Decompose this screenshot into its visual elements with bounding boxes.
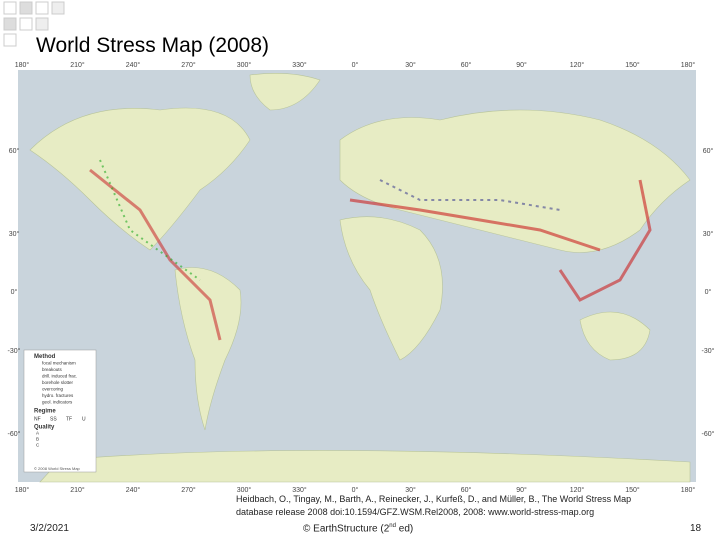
legend-copyright: © 2008 World Stress Map [34, 466, 81, 471]
legend-heading: Regime [34, 409, 56, 415]
legend-item: drill. induced frac. [42, 374, 77, 379]
lon-label: 90° [516, 486, 527, 494]
lat-label: 30° [9, 230, 20, 238]
legend-item: focal mechanism [42, 361, 76, 366]
lon-label: 270° [181, 486, 196, 494]
lon-label: 120° [570, 61, 585, 69]
footer-page: 18 [690, 523, 702, 534]
lon-label: 60° [461, 486, 472, 494]
legend-item: overcoring [42, 387, 64, 392]
lon-label: 210° [70, 61, 85, 69]
lat-label: -30° [8, 347, 21, 355]
legend-item: C [36, 443, 40, 448]
lon-label: 210° [70, 486, 85, 494]
lat-label: 60° [703, 147, 714, 155]
legend-item: B [36, 437, 39, 442]
lon-label: 30° [405, 486, 416, 494]
lat-label: 30° [703, 230, 714, 238]
legend-item: SS [50, 417, 57, 423]
lon-label: 300° [237, 486, 252, 494]
legend-item: borehole slotter [42, 380, 74, 385]
lon-label: 240° [126, 61, 141, 69]
lat-label: 0° [11, 288, 18, 296]
legend-item: breakouts [42, 367, 63, 372]
lon-label: 180° [681, 486, 696, 494]
lon-label: 330° [292, 486, 307, 494]
legend-heading: Method [34, 354, 56, 360]
footer-credit: © EarthStructure (2nd ed) [303, 523, 413, 534]
lon-label: 0° [352, 486, 359, 494]
credit-sup: nd [389, 523, 396, 529]
lon-label: 270° [181, 61, 196, 69]
lon-label: 30° [405, 61, 416, 69]
legend-item: U [82, 417, 86, 423]
legend-item: A [36, 431, 39, 436]
legend-item: NF [34, 417, 41, 423]
lon-label: 90° [516, 61, 527, 69]
lon-label: 60° [461, 61, 472, 69]
lon-label: 330° [292, 61, 307, 69]
lon-label: 0° [352, 61, 359, 69]
lon-label: 180° [681, 61, 696, 69]
stress-data-overlay [89, 159, 652, 341]
citation-line: database release 2008 doi:10.1594/GFZ.WS… [236, 507, 595, 517]
lon-label: 180° [15, 61, 30, 69]
lat-label: -60° [702, 430, 715, 438]
legend-item: hydro. fractures [42, 393, 74, 398]
lon-label: 240° [126, 486, 141, 494]
legend-item: geol. indicators [42, 400, 73, 405]
decor [3, 1, 65, 47]
slide-title: World Stress Map (2008) [36, 34, 270, 57]
lon-label: 300° [237, 61, 252, 69]
lon-label: 150° [625, 61, 640, 69]
legend-heading: Quality [34, 425, 55, 431]
lon-label: 180° [15, 486, 30, 494]
lat-label: -60° [8, 430, 21, 438]
footer-date: 3/2/2021 [30, 523, 69, 534]
continents [29, 73, 691, 483]
citation-line: Heidbach, O., Tingay, M., Barth, A., Rei… [236, 494, 632, 504]
credit-text: © EarthStructure (2 [303, 523, 390, 535]
legend-item: TF [66, 417, 72, 423]
legend-box [23, 349, 97, 473]
lat-label: 0° [705, 288, 712, 296]
lon-label: 150° [625, 486, 640, 494]
lat-label: 60° [9, 147, 20, 155]
lat-label: -30° [702, 347, 715, 355]
lon-label: 120° [570, 486, 585, 494]
credit-text: ed) [395, 523, 414, 535]
